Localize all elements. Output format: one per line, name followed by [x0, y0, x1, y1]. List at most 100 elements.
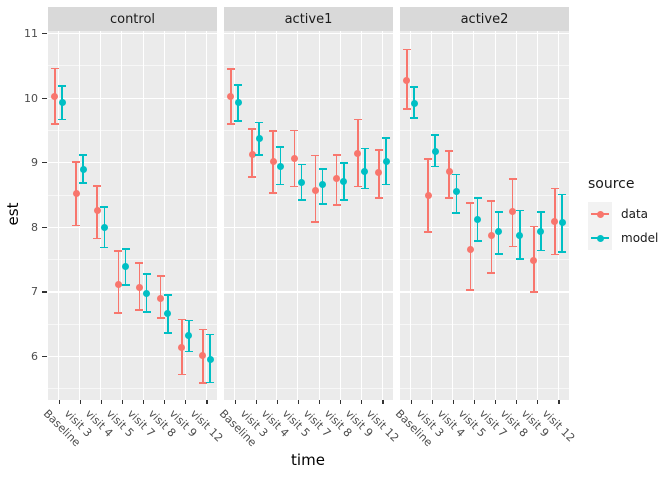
- data-errorbar-cap: [269, 130, 278, 132]
- y-tick: [42, 97, 47, 99]
- model-errorbar-cap: [121, 284, 130, 286]
- model-point: [537, 227, 545, 235]
- model-errorbar-cap: [206, 333, 215, 336]
- model-point: [452, 187, 460, 195]
- data-errorbar-cap: [93, 185, 102, 187]
- model-errorbar-cap: [234, 84, 243, 86]
- data-point: [269, 157, 277, 165]
- legend-item-data: data: [588, 202, 672, 226]
- y-tick-label: 10: [24, 91, 38, 105]
- model-point: [79, 166, 87, 174]
- data-errorbar-cap: [177, 373, 186, 376]
- data-errorbar-cap: [445, 150, 454, 152]
- data-errorbar-cap: [177, 318, 186, 321]
- data-errorbar-cap: [156, 274, 165, 277]
- model-errorbar-cap: [58, 118, 67, 121]
- data-errorbar-cap: [114, 250, 123, 252]
- data-errorbar-cap: [290, 185, 299, 188]
- model-errorbar-cap: [184, 319, 193, 322]
- vertical-gridline: [121, 31, 123, 400]
- y-tick-label: 9: [31, 156, 38, 170]
- x-tick: [185, 400, 187, 404]
- model-errorbar-cap: [339, 199, 348, 201]
- model-errorbar-cap: [163, 294, 172, 296]
- major-gridline: [48, 226, 217, 228]
- data-errorbar-cap: [50, 67, 59, 70]
- vertical-gridline: [494, 31, 496, 400]
- x-tick: [431, 400, 433, 404]
- data-point: [333, 175, 341, 183]
- model-point: [185, 332, 193, 340]
- x-tick: [516, 400, 518, 404]
- model-errorbar-cap: [382, 137, 391, 139]
- data-errorbar-cap: [72, 161, 81, 163]
- data-errorbar-cap: [156, 316, 165, 319]
- x-tick: [255, 400, 257, 404]
- data-point: [135, 283, 143, 291]
- vertical-gridline: [318, 31, 320, 400]
- vertical-gridline: [276, 31, 278, 400]
- facet-panel: [48, 31, 217, 400]
- major-gridline: [224, 291, 393, 293]
- x-tick: [297, 400, 300, 404]
- data-errorbar-cap: [353, 118, 362, 121]
- minor-gridline: [48, 388, 217, 390]
- major-gridline: [400, 226, 569, 228]
- major-gridline: [48, 97, 217, 99]
- facet-strip-label: active1: [284, 11, 333, 27]
- model-errorbar-cap: [339, 161, 348, 164]
- x-tick: [382, 400, 384, 404]
- vertical-gridline: [410, 31, 412, 400]
- model-point: [474, 216, 482, 224]
- data-errorbar-cap: [114, 312, 123, 315]
- minor-gridline: [224, 129, 393, 131]
- model-errorbar-cap: [297, 163, 306, 166]
- model-point: [143, 290, 151, 298]
- model-point: [382, 157, 390, 165]
- major-gridline: [48, 291, 217, 293]
- model-errorbar-cap: [163, 332, 172, 335]
- data-point: [290, 154, 298, 162]
- y-tick-label: 6: [31, 350, 38, 364]
- y-tick: [42, 356, 47, 358]
- major-gridline: [224, 33, 393, 35]
- x-tick: [361, 400, 363, 404]
- data-point: [466, 245, 474, 253]
- data-point: [178, 343, 186, 351]
- vertical-gridline: [515, 31, 517, 400]
- minor-gridline: [224, 388, 393, 390]
- vertical-gridline: [255, 31, 257, 400]
- x-tick: [164, 400, 166, 404]
- model-errorbar-cap: [558, 251, 567, 253]
- data-errorbar-cap: [374, 197, 383, 200]
- data-point: [375, 168, 383, 176]
- y-tick: [42, 33, 47, 35]
- minor-gridline: [224, 259, 393, 260]
- minor-gridline: [48, 323, 217, 325]
- data-point: [551, 218, 559, 225]
- minor-gridline: [400, 194, 569, 196]
- data-errorbar-cap: [135, 309, 144, 311]
- x-tick: [410, 400, 412, 404]
- model-errorbar-cap: [318, 168, 327, 170]
- major-gridline: [48, 33, 217, 35]
- model-errorbar-cap: [142, 273, 151, 275]
- model-errorbar-cap: [100, 206, 109, 209]
- major-gridline: [400, 291, 569, 293]
- data-errorbar-cap: [402, 48, 411, 51]
- model-errorbar-cap: [410, 117, 419, 119]
- facet-panel: [400, 31, 569, 400]
- model-errorbar-cap: [255, 121, 264, 124]
- model-errorbar-cap: [382, 183, 391, 186]
- x-tick: [100, 400, 102, 404]
- model-point: [58, 99, 66, 107]
- vertical-gridline: [536, 31, 538, 400]
- vertical-gridline: [557, 31, 559, 400]
- minor-gridline: [400, 259, 569, 260]
- model-errorbar-cap: [431, 165, 440, 168]
- model-errorbar-cap: [276, 146, 285, 148]
- data-point: [51, 93, 59, 101]
- data-errorbar-cap: [332, 203, 341, 206]
- model-point: [431, 148, 439, 156]
